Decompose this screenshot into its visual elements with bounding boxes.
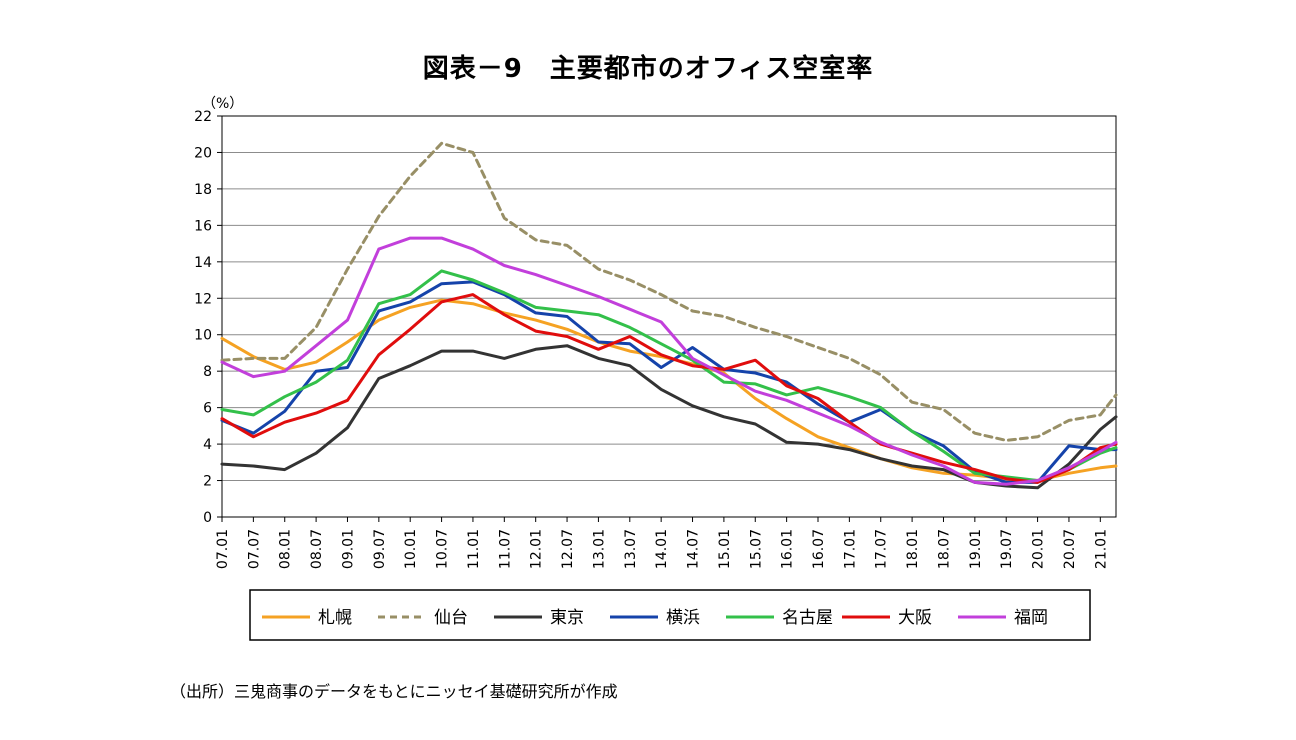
- y-tick-label: 20: [194, 145, 212, 161]
- y-axis-label: （%）: [202, 96, 243, 112]
- x-tick-label: 08.07: [309, 529, 325, 569]
- legend-items: 札幌 仙台 東京 横浜 名古屋 大阪 福岡: [262, 608, 1048, 628]
- y-tick-label: 2: [203, 474, 212, 490]
- y-axis: 0 2 4 6 8 10 12 14 16 18 20 22: [194, 109, 222, 526]
- x-tick-label: 16.07: [811, 529, 827, 569]
- chart-title: 図表－9 主要都市のオフィス空室率: [422, 54, 874, 84]
- x-tick-label: 10.07: [435, 529, 451, 569]
- x-tick-label: 13.07: [623, 529, 639, 569]
- y-tick-label: 0: [203, 510, 212, 526]
- x-tick-label: 17.07: [874, 529, 890, 569]
- x-tick-label: 18.07: [936, 529, 952, 569]
- series-line-大阪: [220, 293, 1118, 484]
- legend: [249, 589, 1091, 641]
- y-tick-label: 12: [194, 291, 212, 307]
- series-line-福岡: [220, 236, 1118, 486]
- y-tick-label: 10: [194, 328, 212, 344]
- y-tick-label: 4: [203, 437, 212, 453]
- y-tick-label: 22: [194, 109, 212, 125]
- legend-label: 東京: [550, 608, 584, 628]
- x-tick-label: 11.07: [497, 529, 513, 569]
- x-tick-label: 20.07: [1062, 529, 1078, 569]
- y-tick-label: 6: [203, 401, 212, 417]
- legend-label: 大阪: [898, 608, 932, 628]
- y-tick-label: 18: [194, 182, 212, 198]
- x-tick-label: 16.01: [780, 529, 796, 569]
- x-tick-label: 09.07: [372, 529, 388, 569]
- y-tick-label: 14: [194, 255, 212, 271]
- x-tick-label: 07.07: [246, 529, 262, 569]
- x-tick-label: 12.01: [529, 529, 545, 569]
- x-tick-label: 20.01: [1031, 529, 1047, 569]
- series-line-仙台: [220, 141, 1118, 442]
- x-tick-label: 15.01: [717, 529, 733, 569]
- x-tick-label: 08.01: [278, 529, 294, 569]
- x-tick-label: 14.07: [686, 529, 702, 569]
- series-line-名古屋: [220, 269, 1118, 482]
- x-tick-label: 19.01: [968, 529, 984, 569]
- x-axis: 07.01 07.07 08.01 08.07 09.01 09.07 10.01 10.07…: [215, 517, 1109, 569]
- x-tick-label: 09.01: [340, 529, 356, 569]
- series-line-東京: [220, 344, 1118, 490]
- x-tick-label: 11.01: [466, 529, 482, 569]
- x-tick-label: 15.07: [748, 529, 764, 569]
- y-tick-label: 16: [194, 218, 212, 234]
- legend-label: 名古屋: [782, 608, 833, 628]
- series-lines: [220, 141, 1118, 490]
- x-tick-label: 13.01: [591, 529, 607, 569]
- x-tick-label: 07.01: [215, 529, 231, 569]
- x-tick-label: 14.01: [654, 529, 670, 569]
- x-tick-label: 18.01: [905, 529, 921, 569]
- x-tick-label: 19.07: [999, 529, 1015, 569]
- plot-area: [221, 115, 1117, 518]
- legend-label: 仙台: [434, 608, 468, 628]
- legend-label: 福岡: [1014, 608, 1048, 628]
- source-note: （出所）三鬼商事のデータをもとにニッセイ基礎研究所が作成: [170, 682, 618, 701]
- x-tick-label: 21.01: [1093, 529, 1109, 569]
- x-tick-label: 12.07: [560, 529, 576, 569]
- series-line-横浜: [220, 280, 1118, 484]
- legend-label: 横浜: [666, 608, 700, 628]
- gridlines: [222, 151, 1116, 482]
- x-tick-label: 17.01: [842, 529, 858, 569]
- legend-label: 札幌: [318, 608, 352, 628]
- y-tick-label: 8: [203, 364, 212, 380]
- x-tick-label: 10.01: [403, 529, 419, 569]
